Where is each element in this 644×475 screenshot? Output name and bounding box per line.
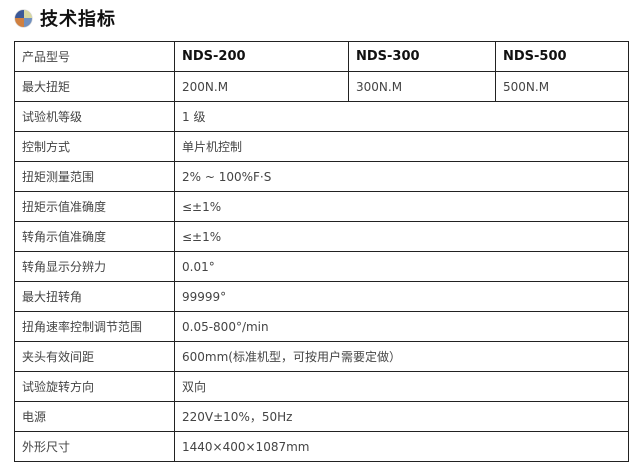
table-row: 电源 220V±10%，50Hz <box>14 401 629 432</box>
section-title: 技术指标 <box>15 6 116 30</box>
row-label: 最大扭转角 <box>14 281 175 312</box>
row-label: 试验机等级 <box>14 101 175 132</box>
row-label: 扭矩示值准确度 <box>14 191 175 222</box>
torque-value: 500N.M <box>495 71 629 102</box>
spec-table: 产品型号 NDS-200 NDS-300 NDS-500 最大扭矩 200N.M… <box>14 41 629 462</box>
table-row: 扭角速率控制调节范围 0.05-800°/min <box>14 311 629 342</box>
row-value: 2% ~ 100%F·S <box>174 161 629 192</box>
row-label: 扭角速率控制调节范围 <box>14 311 175 342</box>
row-label: 试验旋转方向 <box>14 371 175 402</box>
torque-value: 300N.M <box>348 71 496 102</box>
table-row: 最大扭转角 99999° <box>14 281 629 312</box>
row-label: 转角显示分辨力 <box>14 251 175 282</box>
torque-value: 200N.M <box>174 71 349 102</box>
title-text: 技术指标 <box>40 9 116 30</box>
row-value: 0.01° <box>174 251 629 282</box>
table-header-row: 产品型号 NDS-200 NDS-300 NDS-500 <box>14 41 629 72</box>
table-row: 转角显示分辨力 0.01° <box>14 251 629 282</box>
row-value: 99999° <box>174 281 629 312</box>
table-row: 扭矩测量范围 2% ~ 100%F·S <box>14 161 629 192</box>
row-value: 单片机控制 <box>174 131 629 162</box>
row-label: 最大扭矩 <box>14 71 175 102</box>
row-value: 1 级 <box>174 101 629 132</box>
header-label: 产品型号 <box>14 41 175 72</box>
row-label: 外形尺寸 <box>14 431 175 462</box>
row-value: ≤±1% <box>174 221 629 252</box>
table-row: 试验机等级 1 级 <box>14 101 629 132</box>
model-nds-300: NDS-300 <box>348 41 496 72</box>
row-value: 双向 <box>174 371 629 402</box>
row-value: 220V±10%，50Hz <box>174 401 629 432</box>
row-value: ≤±1% <box>174 191 629 222</box>
globe-icon <box>15 9 32 27</box>
table-row: 外形尺寸 1440×400×1087mm <box>14 431 629 462</box>
table-row: 扭矩示值准确度 ≤±1% <box>14 191 629 222</box>
row-label: 夹头有效间距 <box>14 341 175 372</box>
row-label: 扭矩测量范围 <box>14 161 175 192</box>
row-value: 600mm(标准机型，可按用户需要定做） <box>174 341 629 372</box>
row-label: 控制方式 <box>14 131 175 162</box>
model-nds-200: NDS-200 <box>174 41 349 72</box>
row-label: 转角示值准确度 <box>14 221 175 252</box>
table-row: 最大扭矩 200N.M 300N.M 500N.M <box>14 71 629 102</box>
table-row: 试验旋转方向 双向 <box>14 371 629 402</box>
model-nds-500: NDS-500 <box>495 41 629 72</box>
table-row: 转角示值准确度 ≤±1% <box>14 221 629 252</box>
row-value: 1440×400×1087mm <box>174 431 629 462</box>
row-value: 0.05-800°/min <box>174 311 629 342</box>
table-row: 控制方式 单片机控制 <box>14 131 629 162</box>
row-label: 电源 <box>14 401 175 432</box>
table-row: 夹头有效间距 600mm(标准机型，可按用户需要定做） <box>14 341 629 372</box>
